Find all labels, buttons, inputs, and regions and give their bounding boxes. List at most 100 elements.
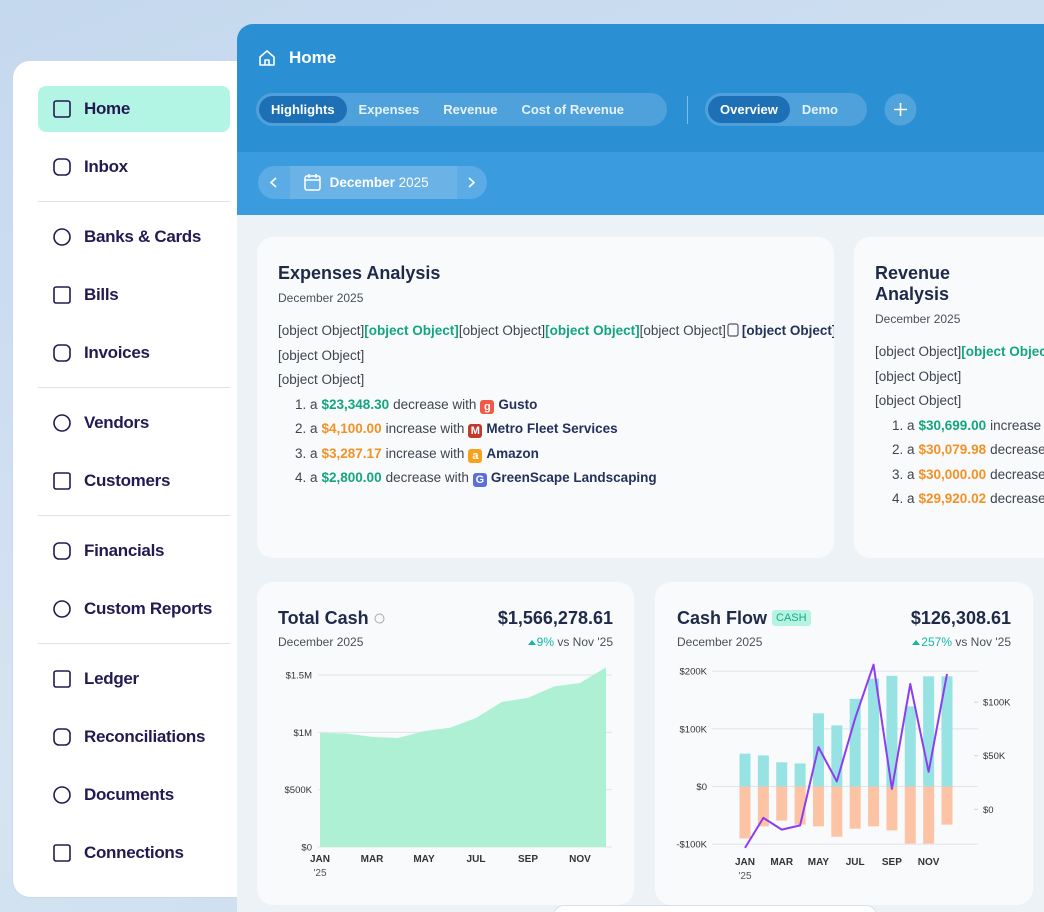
tab[interactable]: Revenue — [443, 102, 498, 117]
calendar-icon — [303, 173, 321, 191]
nav-item[interactable]: Customers — [38, 458, 230, 504]
bar — [831, 786, 843, 837]
summary-line: [object Object] — [875, 389, 1023, 414]
summary-text: [object Object] — [639, 323, 726, 338]
card-subtitle: December 2025 — [875, 312, 961, 326]
x-tick-label: JAN — [310, 854, 330, 865]
item-amount: $23,348.30 — [321, 396, 390, 412]
nav-item[interactable]: Connections — [38, 830, 230, 876]
title-text: Cash Flow — [677, 608, 768, 628]
vendor-logo: M — [468, 424, 483, 438]
nav-item[interactable]: Invoices — [38, 330, 230, 376]
bar — [923, 676, 935, 787]
vendor-name: Gusto — [498, 396, 538, 412]
nav-icon — [53, 344, 71, 362]
change-list: a$30,699.00increasea$30,079.98decreasea$… — [875, 414, 1044, 512]
expenses-body: Expenses Analysis December 2025 [object … — [257, 237, 834, 517]
icon-shape — [53, 472, 71, 490]
x-tick-label: NOV — [918, 857, 940, 868]
view-tab[interactable]: Demo — [801, 102, 838, 117]
up-arrow — [527, 640, 536, 645]
y2-tick-label: $0 — [983, 805, 994, 816]
icon-shape — [53, 844, 71, 862]
nav-icon — [53, 414, 71, 432]
nav-item[interactable]: Ledger — [38, 656, 230, 702]
card-title: Revenue Analysis — [875, 263, 951, 304]
separator — [38, 387, 230, 388]
nav-icon — [53, 158, 71, 176]
summary-text: [object Object] — [278, 323, 365, 338]
card-subtitle: December 2025 — [278, 291, 364, 305]
nav-icon — [53, 786, 71, 804]
summary-text: [object Object] — [364, 323, 459, 338]
summary-line: [object Object] — [875, 365, 1023, 390]
tab[interactable]: Cost of Revenue — [521, 102, 625, 117]
tab[interactable]: Expenses — [358, 102, 420, 117]
y2-tick-label: $50K — [983, 751, 1006, 762]
cash-flow-card: Cash Flow CASH $126,308.61 December 2025 2… — [655, 582, 1033, 905]
line — [744, 663, 948, 849]
view-tab[interactable]: Overview — [708, 96, 790, 123]
bar — [812, 786, 824, 827]
icon-shape — [53, 286, 71, 304]
nav-label: Connections — [84, 843, 184, 862]
icon-shape — [53, 100, 71, 118]
item-prefix: a — [907, 417, 915, 433]
nav-icon — [53, 670, 71, 688]
separator — [38, 515, 230, 516]
summary-line: [object Object][object Object][object Ob… — [875, 340, 1044, 365]
icon-shape — [727, 323, 739, 337]
bar — [831, 725, 843, 787]
item-prefix: a — [907, 466, 915, 482]
vendor-name: GreenScape Landscaping — [490, 470, 657, 485]
item-amount: $30,079.98 — [918, 442, 987, 457]
item-amount: $4,100.00 — [321, 421, 382, 436]
nav-item[interactable]: Bills — [38, 272, 230, 318]
badge: CASH — [772, 610, 811, 626]
nav-label: Custom Reports — [84, 599, 213, 618]
headline: $126,308.61 — [910, 608, 1011, 628]
date-month: December — [329, 175, 395, 190]
vendor-name: Metro Fleet Services — [486, 421, 618, 436]
bar — [757, 786, 769, 827]
tab[interactable]: Highlights — [259, 96, 347, 123]
x-sublabel: '25 — [738, 871, 751, 882]
nav-item[interactable]: Documents — [38, 772, 230, 818]
nav-item[interactable]: Vendors — [38, 400, 230, 446]
revenue-body: Revenue Analysis December 2025 [object O… — [854, 237, 1044, 538]
summary-line: [object Object][object Object][object Ob… — [278, 319, 834, 344]
summary: [object Object][object Object][object Ob… — [875, 340, 1044, 414]
nav-icon — [53, 472, 71, 490]
item-amount: $3,287.17 — [321, 445, 382, 461]
item-amount: $2,800.00 — [321, 470, 382, 485]
headline: $1,566,278.61 — [497, 608, 613, 628]
y-tick-label: -$100K — [676, 840, 707, 851]
nav-item[interactable]: Home — [38, 86, 230, 132]
vendor-logo: G — [472, 473, 487, 487]
nav-item[interactable]: Reconciliations — [38, 714, 230, 760]
next-button[interactable] — [457, 166, 487, 199]
bar — [849, 786, 861, 829]
y-tick-label: $500K — [285, 785, 313, 796]
add-button[interactable] — [884, 93, 917, 126]
area — [320, 667, 606, 847]
nav-item[interactable]: Banks & Cards — [38, 214, 230, 260]
nav-item[interactable]: Inbox — [38, 144, 230, 190]
header: Home Highlights Expenses Revenue Cost of Re… — [237, 24, 1044, 152]
summary-text: [object Object] — [545, 323, 640, 338]
change: 257% vs Nov '25 — [911, 635, 1011, 649]
prev-button[interactable] — [258, 166, 290, 199]
summary: [object Object][object Object][object Ob… — [278, 319, 834, 393]
page-title: Home — [289, 48, 337, 67]
x-tick-label: JUL — [467, 854, 486, 865]
change-note: vs Nov '25 — [557, 635, 613, 649]
icon-shape — [53, 414, 71, 432]
icon-shape — [53, 344, 71, 362]
card-header: Cash Flow CASH $126,308.61 December 2025 2… — [655, 582, 1033, 649]
y-tick-label: $1.5M — [286, 670, 312, 681]
date-picker[interactable]: December 2025 — [258, 166, 487, 199]
nav-item[interactable]: Financials — [38, 528, 230, 574]
item-amount: $29,920.02 — [918, 491, 987, 506]
nav-item[interactable]: Custom Reports — [38, 586, 230, 632]
